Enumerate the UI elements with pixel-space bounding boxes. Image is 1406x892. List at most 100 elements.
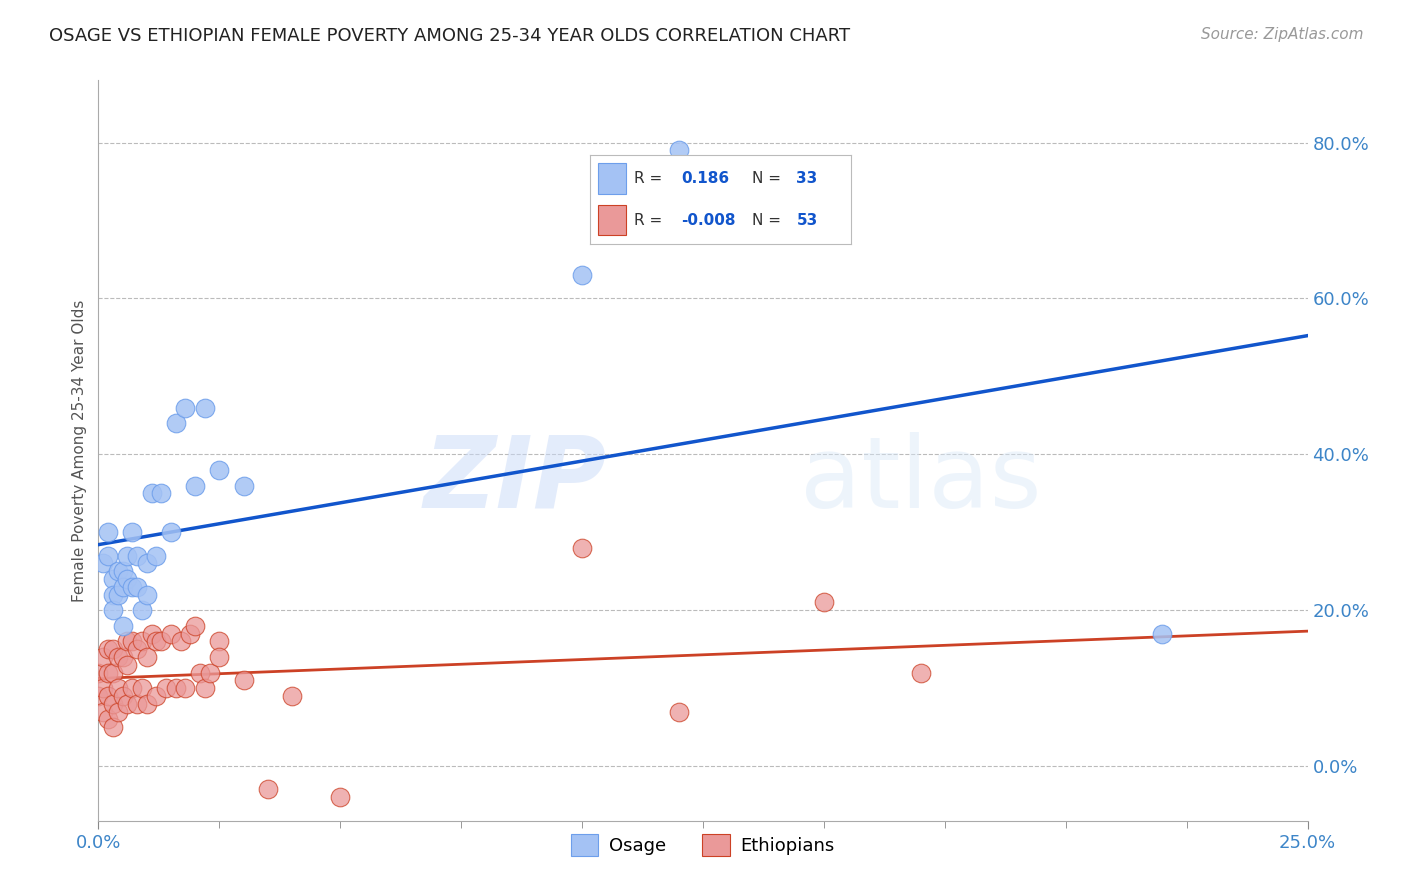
- Point: [571, 541, 593, 555]
- Point: [135, 588, 157, 602]
- Point: [145, 549, 167, 563]
- Point: [150, 634, 173, 648]
- Y-axis label: Female Poverty Among 25-34 Year Olds: Female Poverty Among 25-34 Year Olds: [72, 300, 87, 601]
- Point: [174, 401, 197, 415]
- Point: [91, 557, 114, 571]
- Point: [169, 634, 191, 648]
- Point: [107, 681, 129, 695]
- Text: 0.186: 0.186: [682, 171, 730, 186]
- Point: [117, 549, 139, 563]
- Point: [131, 634, 153, 648]
- Point: [184, 619, 207, 633]
- Point: [121, 634, 143, 648]
- Text: R =: R =: [634, 171, 662, 186]
- Point: [111, 619, 134, 633]
- Point: [107, 705, 129, 719]
- Point: [131, 603, 153, 617]
- Point: [117, 657, 139, 672]
- Point: [141, 626, 163, 640]
- Point: [135, 557, 157, 571]
- Point: [91, 650, 114, 665]
- Point: [117, 697, 139, 711]
- Point: [571, 268, 593, 282]
- Point: [131, 681, 153, 695]
- Point: [668, 705, 690, 719]
- Point: [281, 689, 304, 703]
- Point: [97, 642, 120, 657]
- Point: [97, 665, 120, 680]
- Point: [101, 572, 124, 586]
- Point: [87, 665, 110, 680]
- Point: [198, 665, 221, 680]
- Point: [179, 626, 201, 640]
- Point: [194, 681, 217, 695]
- Text: Source: ZipAtlas.com: Source: ZipAtlas.com: [1201, 27, 1364, 42]
- Point: [155, 681, 177, 695]
- Point: [101, 665, 124, 680]
- FancyBboxPatch shape: [598, 163, 627, 194]
- Text: atlas: atlas: [800, 432, 1042, 529]
- Point: [1152, 626, 1174, 640]
- Point: [135, 650, 157, 665]
- Text: ZIP: ZIP: [423, 432, 606, 529]
- Point: [101, 642, 124, 657]
- Point: [232, 673, 254, 688]
- Point: [127, 642, 149, 657]
- Point: [91, 705, 114, 719]
- Point: [97, 689, 120, 703]
- Point: [256, 782, 278, 797]
- Text: OSAGE VS ETHIOPIAN FEMALE POVERTY AMONG 25-34 YEAR OLDS CORRELATION CHART: OSAGE VS ETHIOPIAN FEMALE POVERTY AMONG …: [49, 27, 851, 45]
- Point: [127, 580, 149, 594]
- Point: [111, 650, 134, 665]
- Text: N =: N =: [752, 171, 780, 186]
- Point: [145, 634, 167, 648]
- Point: [184, 478, 207, 492]
- Point: [97, 525, 120, 540]
- Point: [107, 588, 129, 602]
- Point: [208, 463, 231, 477]
- Point: [160, 525, 183, 540]
- Point: [101, 588, 124, 602]
- Point: [668, 144, 690, 158]
- Point: [87, 689, 110, 703]
- Point: [813, 595, 835, 609]
- Point: [117, 572, 139, 586]
- Point: [101, 697, 124, 711]
- Point: [174, 681, 197, 695]
- Point: [329, 790, 352, 805]
- Point: [160, 626, 183, 640]
- Point: [121, 580, 143, 594]
- Point: [107, 564, 129, 578]
- Text: 33: 33: [796, 171, 818, 186]
- Point: [97, 712, 120, 726]
- Point: [111, 689, 134, 703]
- Point: [121, 681, 143, 695]
- Point: [208, 634, 231, 648]
- Point: [232, 478, 254, 492]
- Point: [165, 681, 187, 695]
- Point: [111, 580, 134, 594]
- FancyBboxPatch shape: [598, 205, 627, 235]
- Point: [111, 564, 134, 578]
- Point: [107, 650, 129, 665]
- Point: [97, 549, 120, 563]
- Text: -0.008: -0.008: [682, 213, 735, 227]
- Point: [101, 720, 124, 734]
- Point: [141, 486, 163, 500]
- Point: [135, 697, 157, 711]
- Point: [145, 689, 167, 703]
- Point: [127, 549, 149, 563]
- Point: [150, 486, 173, 500]
- Point: [91, 681, 114, 695]
- Point: [121, 525, 143, 540]
- Point: [194, 401, 217, 415]
- Point: [165, 416, 187, 430]
- Point: [127, 697, 149, 711]
- Point: [188, 665, 211, 680]
- Text: 53: 53: [796, 213, 818, 227]
- Legend: Osage, Ethiopians: Osage, Ethiopians: [564, 827, 842, 863]
- Point: [117, 634, 139, 648]
- Point: [208, 650, 231, 665]
- Point: [101, 603, 124, 617]
- Point: [910, 665, 932, 680]
